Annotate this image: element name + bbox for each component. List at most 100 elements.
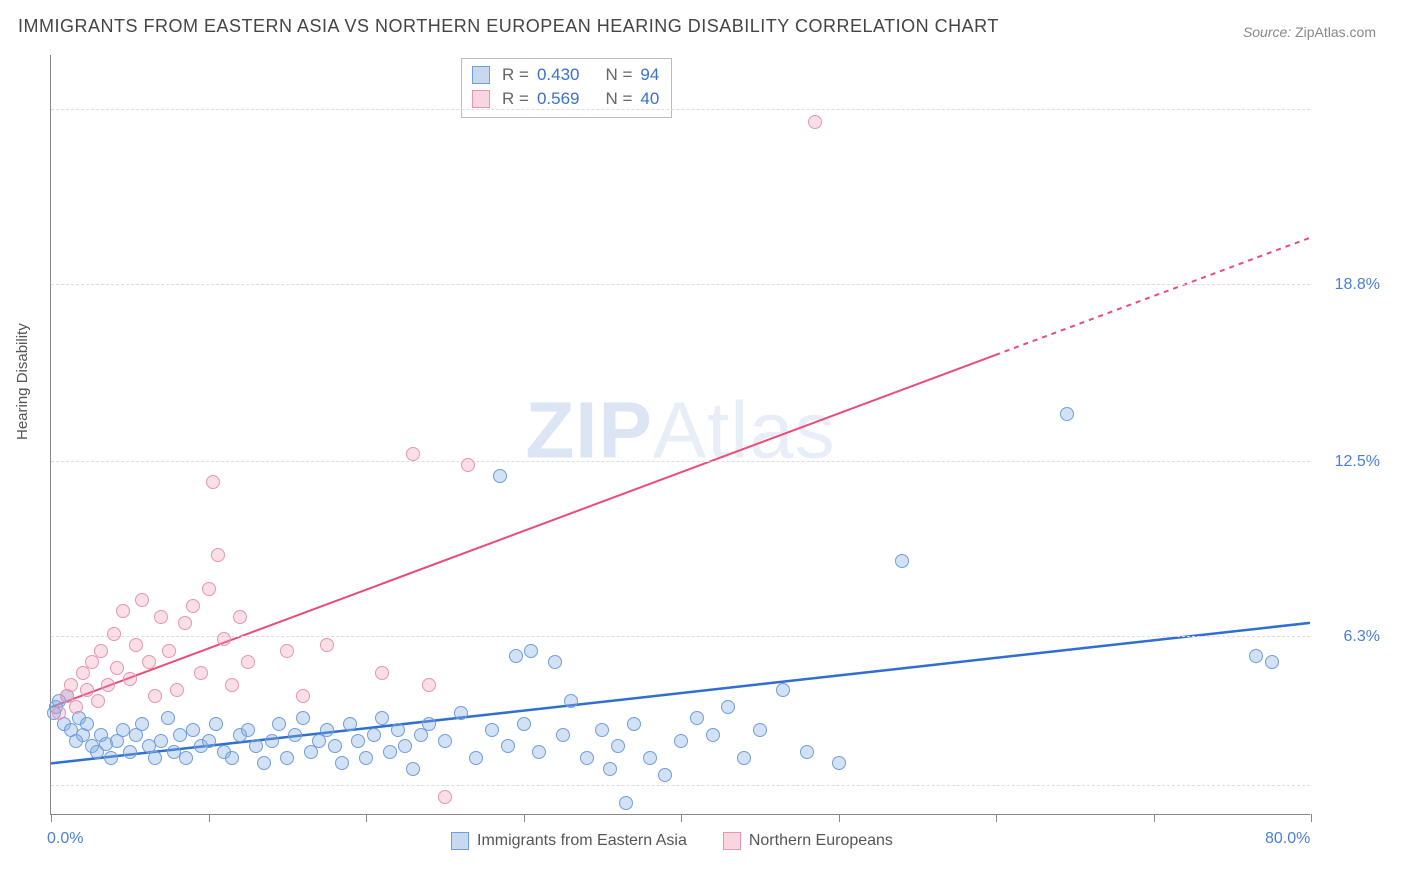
- scatter-point: [135, 717, 149, 731]
- scatter-point: [351, 734, 365, 748]
- scatter-point: [328, 739, 342, 753]
- scatter-point: [438, 734, 452, 748]
- source-label: Source:: [1243, 24, 1291, 40]
- scatter-point: [335, 756, 349, 770]
- n-label: N =: [605, 65, 632, 85]
- scatter-point: [135, 593, 149, 607]
- scatter-point: [211, 548, 225, 562]
- scatter-point: [280, 644, 294, 658]
- scatter-point: [170, 683, 184, 697]
- n-label: N =: [605, 89, 632, 109]
- plot-area: ZIPAtlas R = 0.430 N = 94 R = 0.569 N = …: [50, 55, 1310, 815]
- scatter-point: [461, 458, 475, 472]
- gridline: [51, 636, 1310, 637]
- scatter-point: [233, 610, 247, 624]
- gridline: [51, 785, 1310, 786]
- scatter-point: [406, 447, 420, 461]
- scatter-point: [619, 796, 633, 810]
- legend-label-1: Immigrants from Eastern Asia: [477, 832, 687, 850]
- scatter-point: [580, 751, 594, 765]
- scatter-point: [241, 723, 255, 737]
- scatter-point: [272, 717, 286, 731]
- scatter-point: [241, 655, 255, 669]
- scatter-point: [422, 717, 436, 731]
- scatter-point: [202, 734, 216, 748]
- scatter-point: [643, 751, 657, 765]
- scatter-point: [64, 678, 78, 692]
- scatter-point: [359, 751, 373, 765]
- scatter-point: [737, 751, 751, 765]
- gridline: [51, 109, 1310, 110]
- scatter-point: [225, 751, 239, 765]
- y-tick-label: 12.5%: [1335, 453, 1380, 471]
- x-tick: [1154, 814, 1155, 822]
- scatter-point: [375, 666, 389, 680]
- scatter-point: [186, 599, 200, 613]
- source-attribution: Source: ZipAtlas.com: [1243, 24, 1376, 40]
- scatter-point: [454, 706, 468, 720]
- scatter-point: [438, 790, 452, 804]
- scatter-point: [1265, 655, 1279, 669]
- scatter-point: [80, 683, 94, 697]
- scatter-point: [202, 582, 216, 596]
- legend-item-2: Northern Europeans: [723, 832, 893, 850]
- scatter-point: [320, 638, 334, 652]
- scatter-point: [532, 745, 546, 759]
- scatter-point: [110, 661, 124, 675]
- scatter-point: [179, 751, 193, 765]
- scatter-point: [154, 734, 168, 748]
- scatter-point: [69, 700, 83, 714]
- swatch-pink-icon: [723, 832, 741, 850]
- scatter-point: [194, 666, 208, 680]
- scatter-point: [91, 694, 105, 708]
- scatter-point: [800, 745, 814, 759]
- scatter-point: [367, 728, 381, 742]
- x-tick: [996, 814, 997, 822]
- x-tick: [366, 814, 367, 822]
- scatter-point: [706, 728, 720, 742]
- scatter-point: [178, 616, 192, 630]
- x-tick-label: 0.0%: [47, 830, 83, 848]
- n-value-1: 94: [640, 65, 659, 85]
- n-value-2: 40: [640, 89, 659, 109]
- scatter-point: [206, 475, 220, 489]
- scatter-point: [524, 644, 538, 658]
- scatter-point: [104, 751, 118, 765]
- scatter-point: [564, 694, 578, 708]
- scatter-point: [123, 745, 137, 759]
- scatter-point: [1060, 407, 1074, 421]
- swatch-blue-icon: [451, 832, 469, 850]
- legend-item-1: Immigrants from Eastern Asia: [451, 832, 687, 850]
- scatter-point: [101, 678, 115, 692]
- scatter-point: [107, 627, 121, 641]
- scatter-point: [296, 711, 310, 725]
- scatter-point: [611, 739, 625, 753]
- scatter-point: [52, 706, 66, 720]
- scatter-point: [509, 649, 523, 663]
- scatter-point: [148, 751, 162, 765]
- scatter-point: [209, 717, 223, 731]
- scatter-point: [398, 739, 412, 753]
- scatter-point: [186, 723, 200, 737]
- chart-title: IMMIGRANTS FROM EASTERN ASIA VS NORTHERN…: [18, 16, 999, 37]
- scatter-point: [895, 554, 909, 568]
- gridline: [51, 284, 1310, 285]
- scatter-point: [501, 739, 515, 753]
- scatter-point: [391, 723, 405, 737]
- scatter-point: [129, 638, 143, 652]
- r-value-1: 0.430: [537, 65, 580, 85]
- swatch-blue-icon: [472, 66, 490, 84]
- scatter-point: [832, 756, 846, 770]
- scatter-point: [493, 469, 507, 483]
- scatter-point: [288, 728, 302, 742]
- scatter-point: [343, 717, 357, 731]
- x-tick: [209, 814, 210, 822]
- scatter-point: [422, 678, 436, 692]
- legend-label-2: Northern Europeans: [749, 832, 893, 850]
- trend-lines: [51, 55, 1310, 814]
- scatter-point: [721, 700, 735, 714]
- scatter-point: [485, 723, 499, 737]
- scatter-point: [808, 115, 822, 129]
- y-tick-label: 18.8%: [1335, 276, 1380, 294]
- scatter-point: [154, 610, 168, 624]
